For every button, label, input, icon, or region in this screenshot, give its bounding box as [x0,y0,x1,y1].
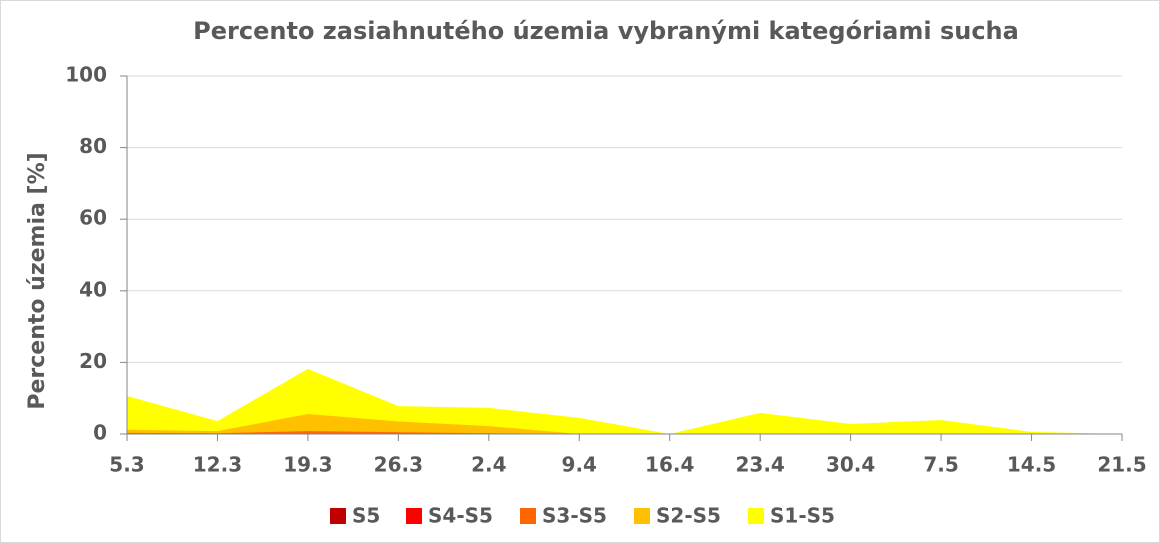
x-tick-label: 7.5 [923,453,958,477]
y-tick-label: 60 [79,206,107,230]
legend-swatch [406,508,422,524]
y-tick-label: 20 [79,349,107,373]
x-tick-label: 2.4 [471,453,506,477]
chart-title: Percento zasiahnutého územia vybranými k… [193,17,1019,45]
legend-label: S1-S5 [770,504,835,528]
legend-swatch [748,508,764,524]
y-tick-label: 40 [79,277,107,301]
x-tick-label: 26.3 [374,453,423,477]
x-tick-label: 12.3 [193,453,242,477]
legend-label: S4-S5 [428,504,493,528]
x-tick-label: 19.3 [283,453,332,477]
y-axis-label: Percento územia [%] [25,152,50,409]
legend-label: S3-S5 [542,504,607,528]
x-tick-label: 16.4 [645,453,694,477]
legend-swatch [520,508,536,524]
area [127,413,1122,434]
legend-label: S2-S5 [656,504,721,528]
x-tick-label: 14.5 [1007,453,1056,477]
y-tick-label: 100 [65,63,107,87]
area [127,368,1122,434]
legend-swatch [634,508,650,524]
y-tick-label: 80 [79,134,107,158]
x-tick-label: 30.4 [826,453,875,477]
x-tick-label: 9.4 [562,453,597,477]
area [127,431,1122,434]
x-tick-label: 5.3 [109,453,144,477]
legend-swatch [330,508,346,524]
x-tick-label: 23.4 [736,453,785,477]
x-tick-label: 21.5 [1097,453,1146,477]
y-tick-label: 0 [93,421,107,445]
legend-label: S5 [352,504,380,528]
